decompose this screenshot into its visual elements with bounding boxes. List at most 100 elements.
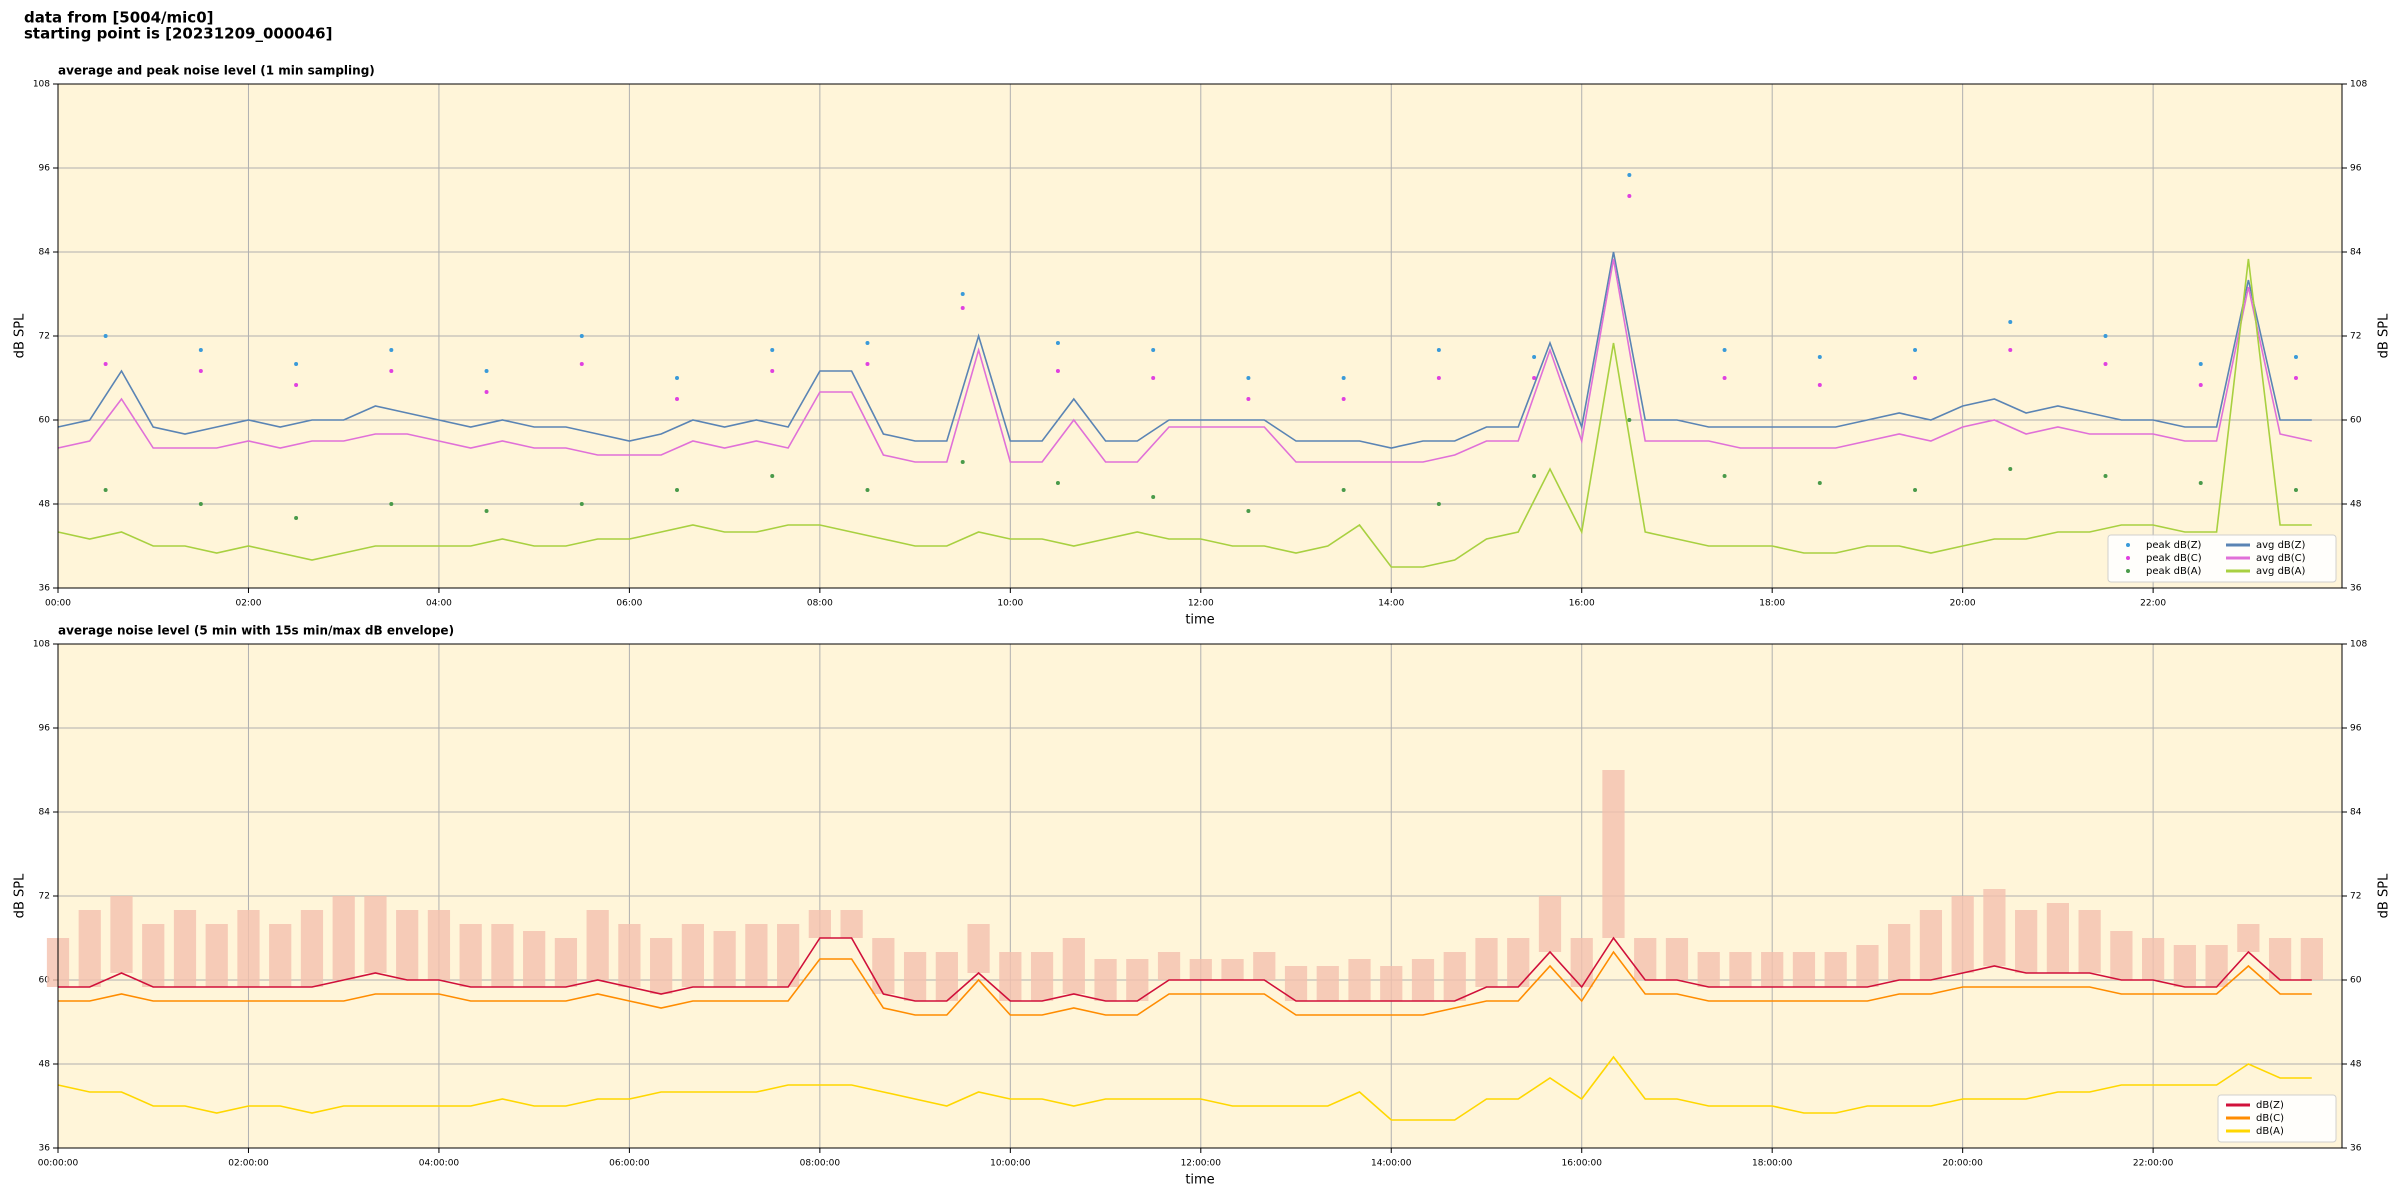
envelope-bar	[2015, 910, 2038, 973]
envelope-bar	[618, 924, 641, 987]
x-tick-label: 10:00:00	[990, 1159, 1031, 1169]
envelope-bar	[2110, 931, 2133, 980]
peak-point	[484, 509, 489, 513]
peak-point	[2198, 362, 2203, 366]
peak-point	[675, 488, 680, 492]
peak-point	[1722, 376, 1727, 380]
peak-point	[1246, 397, 1251, 401]
peak-point	[1436, 348, 1441, 352]
x-tick-label: 08:00:00	[800, 1159, 841, 1169]
peak-point	[865, 341, 870, 345]
envelope-bar	[1316, 966, 1339, 1001]
peak-point	[1055, 341, 1060, 345]
y-tick-label: 60	[39, 976, 51, 986]
peak-point	[1532, 376, 1537, 380]
series-line	[58, 950, 2312, 1016]
legend-label: avg dB(Z)	[2256, 540, 2306, 551]
envelope-bar	[2237, 924, 2260, 952]
envelope-bar	[110, 896, 133, 973]
peak-point	[1532, 355, 1537, 359]
peak-point	[1246, 509, 1251, 513]
peak-point	[2293, 376, 2298, 380]
envelope-bar	[1284, 966, 1308, 1001]
peak-point	[2293, 488, 2298, 492]
y-tick-label: 72	[2350, 892, 2361, 902]
legend-label: dB(A)	[2256, 1126, 2284, 1137]
x-tick-label: 20:00:00	[1942, 1159, 1983, 1169]
peak-point	[103, 488, 108, 492]
envelope-bar	[650, 938, 673, 994]
y-tick-label: 96	[2350, 164, 2362, 174]
peak-point	[2198, 383, 2203, 387]
peak-point	[198, 369, 203, 373]
peak-point	[1151, 376, 1156, 380]
y-tick-label: 96	[39, 724, 51, 734]
envelope-bar	[332, 896, 355, 980]
y-tick-label: 72	[2350, 332, 2361, 342]
chart-title: average and peak noise level (1 min samp…	[58, 64, 375, 78]
peak-point	[960, 306, 965, 310]
envelope-bar	[173, 910, 197, 987]
envelope-bar	[903, 952, 927, 1001]
envelope-bar	[1094, 959, 1117, 1001]
y-tick-label: 36	[39, 584, 51, 594]
envelope-bar	[2300, 938, 2323, 980]
envelope-bar	[1602, 770, 1625, 938]
peak-point	[1722, 348, 1727, 352]
envelope-bar	[935, 952, 958, 1001]
y-axis-label: dB SPL	[2377, 313, 2392, 358]
y-tick-label: 84	[39, 808, 51, 818]
peak-point	[103, 334, 108, 338]
y-tick-label: 72	[39, 332, 50, 342]
peak-point	[1532, 474, 1537, 478]
peak-point	[2008, 348, 2013, 352]
envelope-bar	[554, 938, 578, 987]
peak-point	[579, 502, 584, 506]
envelope-bar	[1475, 938, 1498, 987]
envelope-bar	[1253, 952, 1276, 980]
peak-point	[103, 362, 108, 366]
y-tick-label: 36	[39, 1144, 51, 1154]
envelope-bar	[1888, 924, 1911, 980]
y-tick-label: 108	[33, 80, 50, 90]
envelope-bar	[78, 910, 101, 987]
peak-point	[484, 390, 489, 394]
x-tick-label: 18:00	[1759, 599, 1785, 609]
envelope-bar	[1983, 889, 2006, 966]
envelope-bar	[1729, 952, 1752, 987]
peak-point	[1436, 502, 1441, 506]
peak-point	[389, 369, 394, 373]
series-line	[57, 258, 2312, 568]
y-tick-label: 48	[39, 1060, 51, 1070]
peak-point	[294, 383, 299, 387]
envelope-bar	[427, 910, 451, 980]
x-tick-label: 20:00	[1950, 599, 1976, 609]
peak-point	[1055, 481, 1060, 485]
envelope-bar	[777, 924, 800, 987]
peak-point	[770, 369, 775, 373]
envelope-bar	[1411, 959, 1435, 1001]
envelope-bar	[1157, 952, 1181, 980]
legend-box	[2107, 534, 2337, 583]
envelope-bar	[1443, 952, 1466, 1001]
series-line	[57, 1055, 2312, 1121]
peak-point	[865, 488, 870, 492]
peak-point	[389, 502, 394, 506]
x-axis-label: time	[1185, 613, 1214, 628]
peak-point	[1913, 348, 1918, 352]
envelope-bar	[745, 924, 768, 987]
x-tick-label: 22:00:00	[2133, 1159, 2174, 1169]
y-tick-label: 48	[39, 500, 51, 510]
header-line: data from [5004/mic0]	[24, 9, 214, 27]
peak-point	[1341, 376, 1346, 380]
x-tick-label: 00:00	[45, 599, 71, 609]
envelope-bar	[2173, 945, 2196, 987]
envelope-bar	[1030, 952, 1054, 1001]
peak-point	[2103, 334, 2108, 338]
series-line	[57, 258, 2312, 463]
x-tick-label: 02:00	[235, 599, 261, 609]
peak-point	[2008, 467, 2013, 471]
envelope-bar	[142, 924, 165, 987]
x-tick-label: 22:00	[2140, 599, 2166, 609]
